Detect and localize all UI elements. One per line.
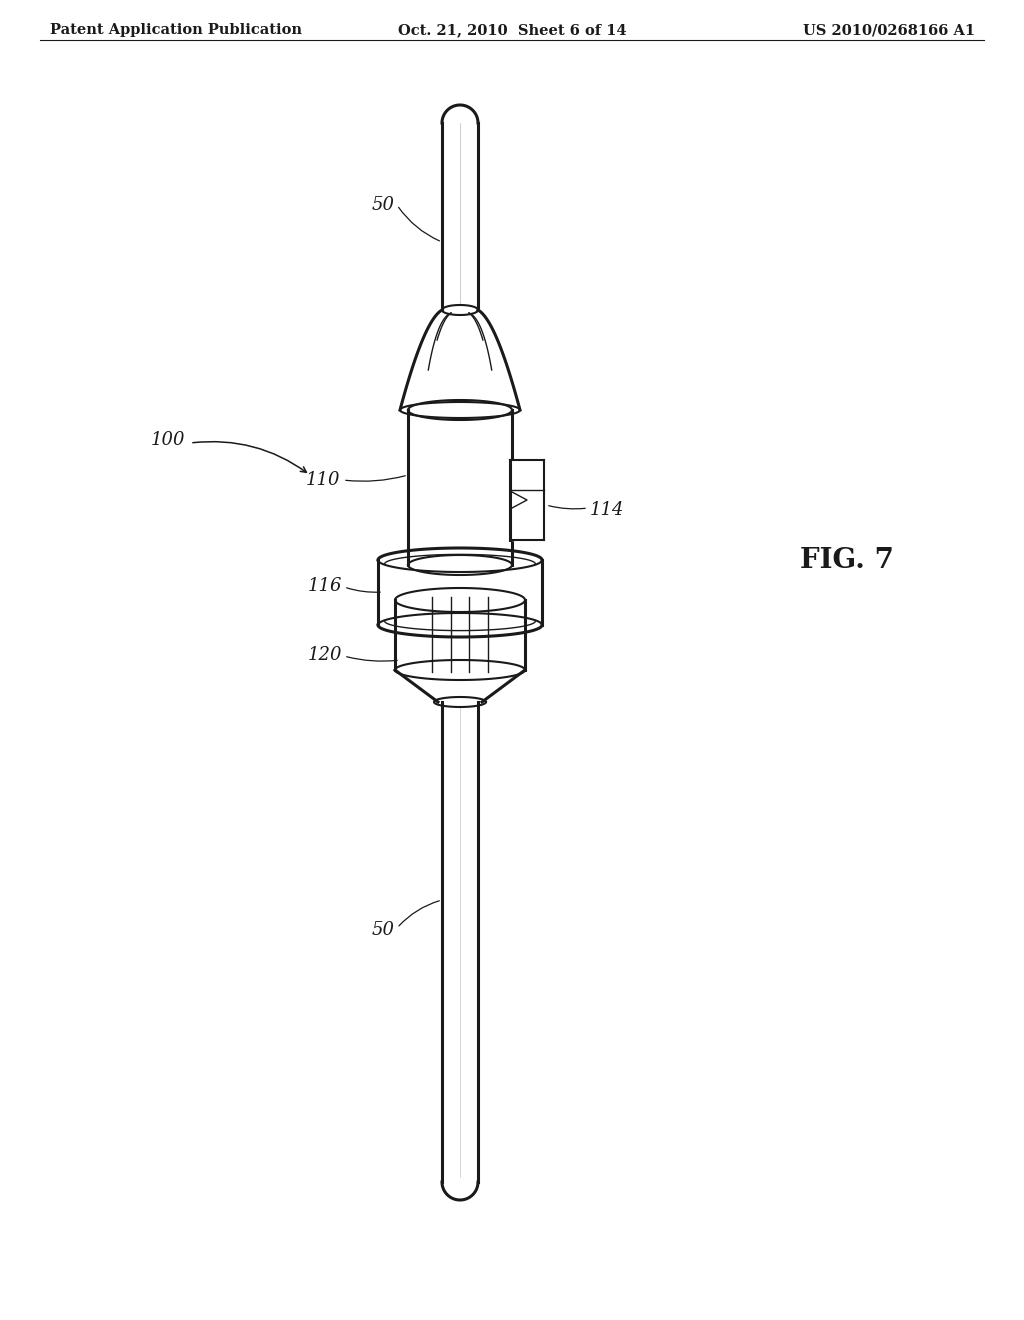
Text: 100: 100: [151, 432, 185, 449]
Polygon shape: [510, 459, 544, 540]
Text: 120: 120: [307, 645, 342, 664]
Text: 50: 50: [372, 921, 395, 939]
Polygon shape: [442, 702, 478, 1200]
Text: 114: 114: [590, 502, 625, 519]
Polygon shape: [442, 106, 478, 310]
Text: FIG. 7: FIG. 7: [800, 546, 894, 573]
Text: Patent Application Publication: Patent Application Publication: [50, 22, 302, 37]
Text: 50: 50: [372, 195, 395, 214]
Text: 116: 116: [307, 577, 342, 595]
Polygon shape: [408, 411, 512, 565]
Text: US 2010/0268166 A1: US 2010/0268166 A1: [803, 22, 975, 37]
Text: Oct. 21, 2010  Sheet 6 of 14: Oct. 21, 2010 Sheet 6 of 14: [397, 22, 627, 37]
Text: 110: 110: [305, 471, 340, 488]
Polygon shape: [378, 560, 542, 624]
